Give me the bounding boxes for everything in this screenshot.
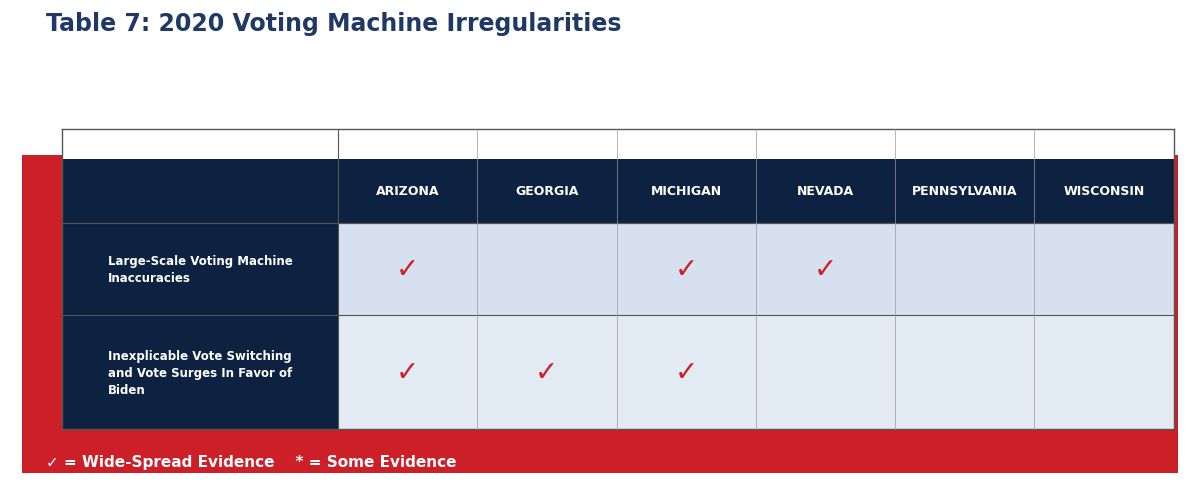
Text: ✓ = Wide-Spread Evidence    * = Some Evidence: ✓ = Wide-Spread Evidence * = Some Eviden… [46,454,456,468]
Text: NEVADA: NEVADA [797,185,854,198]
Text: ✓: ✓ [814,256,838,284]
Text: MICHIGAN: MICHIGAN [650,185,721,198]
Text: GEORGIA: GEORGIA [515,185,578,198]
Text: Large-Scale Voting Machine
Inaccuracies: Large-Scale Voting Machine Inaccuracies [108,255,293,285]
Text: ✓: ✓ [674,256,697,284]
Text: ✓: ✓ [674,359,697,386]
Text: ✓: ✓ [535,359,558,386]
Text: ✓: ✓ [396,359,419,386]
Text: ✓: ✓ [396,256,419,284]
Text: Inexplicable Vote Switching
and Vote Surges In Favor of
Biden: Inexplicable Vote Switching and Vote Sur… [108,349,293,396]
Text: PENNSYLVANIA: PENNSYLVANIA [912,185,1018,198]
Text: Table 7: 2020 Voting Machine Irregularities: Table 7: 2020 Voting Machine Irregularit… [46,12,622,36]
Text: WISCONSIN: WISCONSIN [1063,185,1145,198]
Text: ARIZONA: ARIZONA [376,185,439,198]
